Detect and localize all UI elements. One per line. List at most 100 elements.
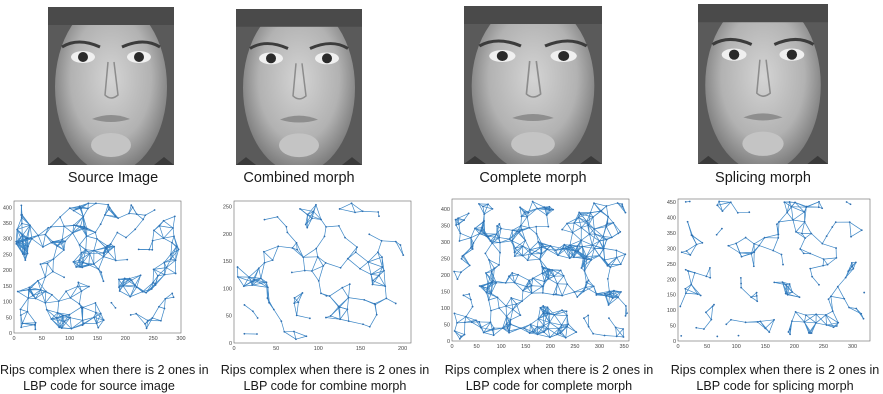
rips-node: [57, 312, 59, 314]
rips-node: [828, 298, 830, 300]
rips-node: [286, 231, 288, 233]
rips-node: [296, 315, 298, 317]
rips-edge: [238, 267, 249, 277]
y-tick-label: 200: [223, 232, 232, 238]
rips-edge: [492, 243, 500, 253]
rips-node: [93, 316, 95, 318]
rips-node: [40, 263, 42, 265]
rips-node: [78, 259, 80, 261]
rips-node: [465, 316, 467, 318]
rips-node: [613, 290, 615, 292]
rips-edge: [850, 222, 851, 237]
rips-edge: [562, 316, 567, 325]
rips-node: [173, 235, 175, 237]
face-image-combined: [236, 9, 362, 165]
rips-edge: [297, 315, 310, 318]
rips-node: [716, 204, 718, 206]
rips-node: [21, 217, 23, 219]
rips-node: [16, 229, 18, 231]
rips-node: [297, 301, 299, 303]
x-tick-label: 0: [676, 344, 679, 350]
rips-node: [491, 281, 493, 283]
rips-node: [318, 280, 320, 282]
rips-edge: [537, 319, 538, 327]
rips-node: [160, 320, 162, 322]
rips-edge: [697, 243, 703, 245]
rips-node: [539, 307, 541, 309]
rips-node: [52, 241, 54, 243]
rips-edge: [518, 275, 529, 281]
rips-edge: [557, 284, 562, 296]
rips-node: [562, 248, 564, 250]
rips-node: [487, 235, 489, 237]
rips-node: [542, 292, 544, 294]
rips-node: [536, 208, 538, 210]
rips-node: [125, 237, 127, 239]
rips-node: [80, 252, 82, 254]
rips-node: [537, 241, 539, 243]
rips-node: [695, 327, 697, 329]
rips-edge: [706, 268, 710, 276]
rips-node: [685, 292, 687, 294]
rips-node: [803, 211, 805, 213]
rips-node: [791, 320, 793, 322]
rips-edge: [823, 259, 824, 266]
rips-node: [608, 290, 610, 292]
plot-caption-line1: Rips complex when there is 2 ones in: [0, 362, 198, 378]
rips-node: [788, 331, 790, 333]
rips-edge: [244, 305, 252, 311]
rips-node: [543, 206, 545, 208]
rips-node: [478, 203, 480, 205]
rips-node: [561, 309, 563, 311]
rips-edge: [96, 203, 108, 204]
rips-node: [803, 252, 805, 254]
rips-node: [173, 296, 175, 298]
rips-edge: [543, 293, 554, 295]
rips-edge: [40, 264, 45, 277]
rips-node: [132, 206, 134, 208]
rips-node: [370, 273, 372, 275]
rips-edge: [345, 238, 357, 247]
rips-edge: [608, 267, 611, 279]
rips-node: [315, 204, 317, 206]
rips-edge: [822, 236, 826, 244]
rips-edge: [363, 324, 370, 326]
rips-node: [594, 233, 596, 235]
rips-node: [584, 270, 586, 272]
rips-node: [277, 216, 279, 218]
rips-edge: [792, 312, 796, 321]
rips-node: [685, 269, 687, 271]
rips-node: [574, 291, 576, 293]
rips-node: [703, 328, 705, 330]
rips-node: [777, 237, 779, 239]
rips-edge: [89, 253, 90, 264]
rips-edge: [70, 298, 79, 304]
rips-node: [588, 224, 590, 226]
rips-node: [142, 219, 144, 221]
rips-node: [778, 233, 780, 235]
rips-node: [606, 239, 608, 241]
rips-node: [473, 242, 475, 244]
rips-node: [815, 313, 817, 315]
x-tick-label: 50: [39, 336, 45, 342]
rips-node: [727, 245, 729, 247]
rips-node: [806, 206, 808, 208]
rips-edge: [521, 217, 527, 226]
rips-node: [825, 314, 827, 316]
rips-node: [372, 284, 374, 286]
rips-node: [586, 256, 588, 258]
x-tick-label: 350: [619, 344, 628, 350]
rips-edge: [463, 249, 472, 255]
rips-node: [470, 237, 472, 239]
rips-node: [563, 244, 565, 246]
y-tick-label: 0: [447, 339, 450, 345]
rips-node: [98, 268, 100, 270]
rips-edge: [136, 314, 145, 324]
rips-edge: [20, 298, 28, 309]
rips-node: [580, 227, 582, 229]
rips-edge: [45, 234, 52, 241]
y-tick-label: 50: [444, 322, 450, 328]
rips-node: [573, 222, 575, 224]
rips-edge: [471, 300, 473, 307]
rips-edge: [582, 245, 592, 246]
